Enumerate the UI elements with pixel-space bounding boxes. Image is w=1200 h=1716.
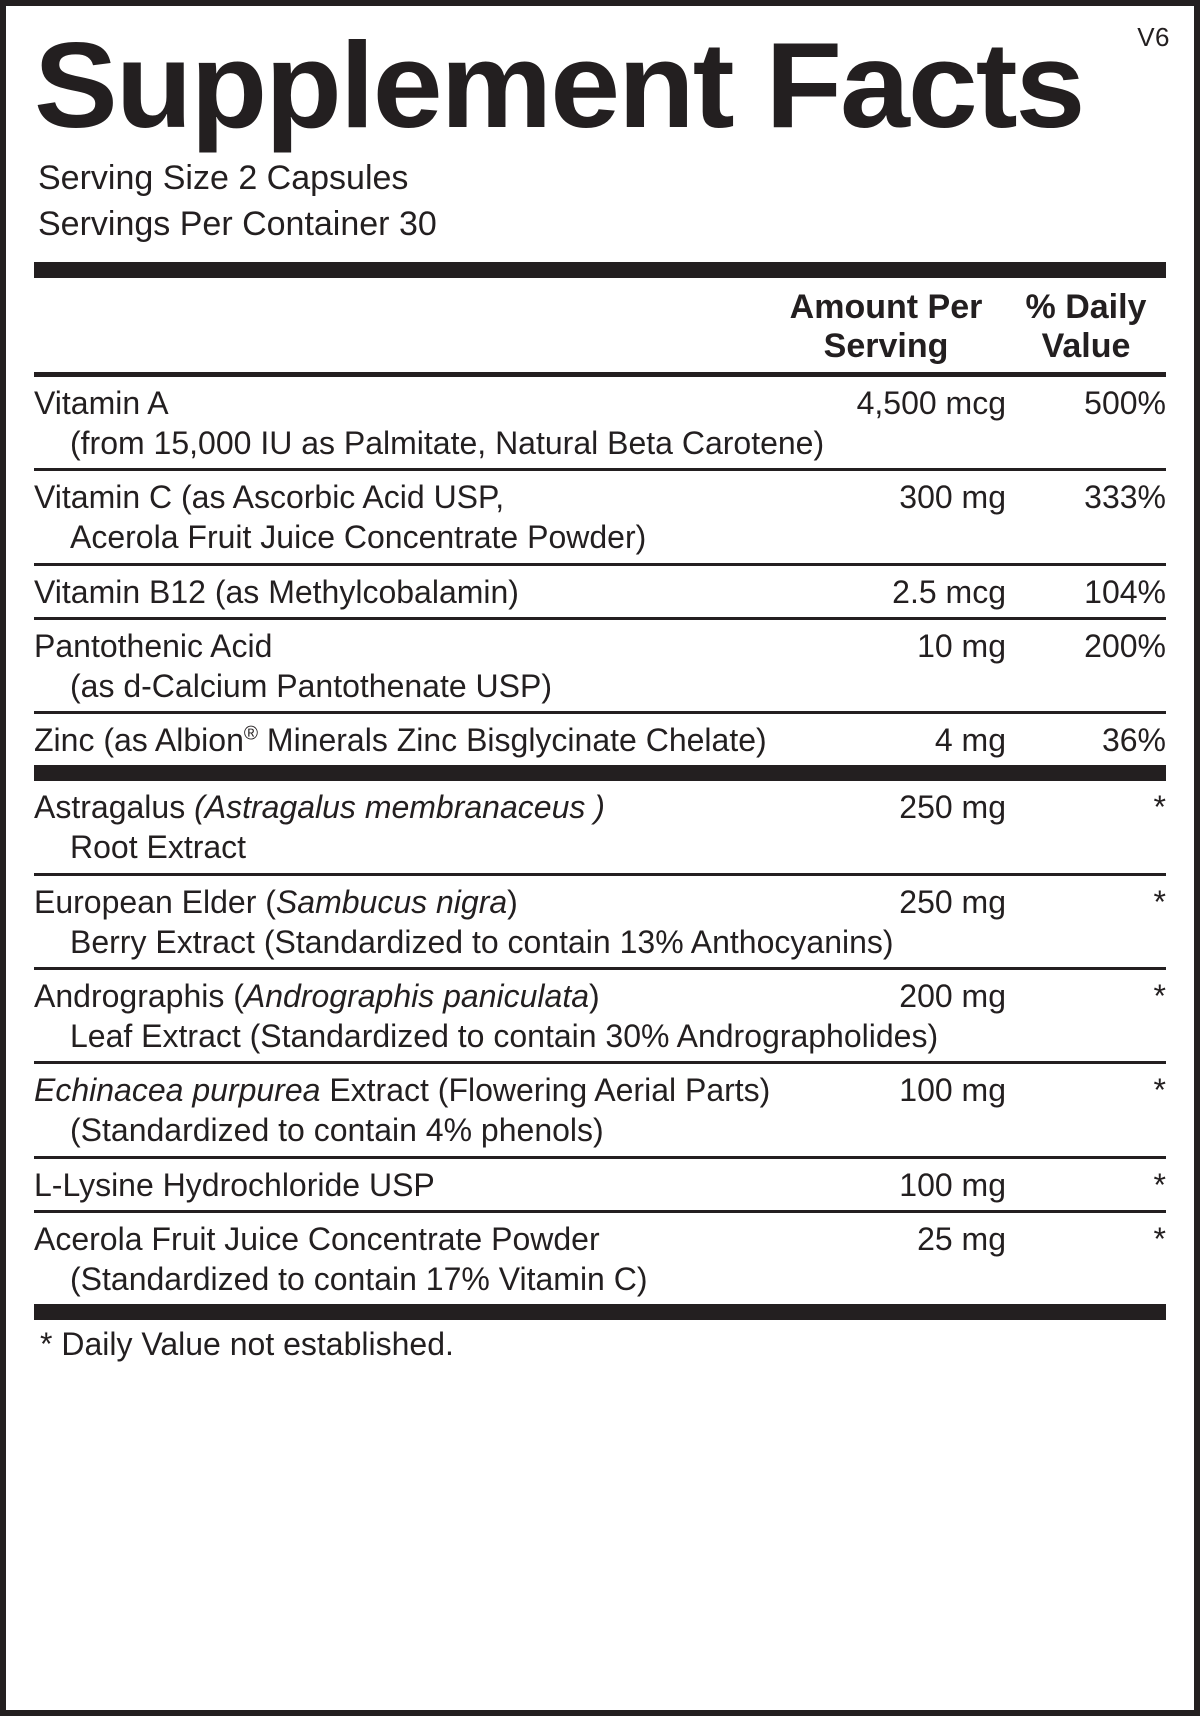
ingredient-name: Astragalus (Astragalus membranaceus )	[34, 789, 836, 826]
ingredient-row: L-Lysine Hydrochloride USP100 mg*	[34, 1159, 1166, 1210]
ingredient-subtext: Leaf Extract (Standardized to contain 30…	[34, 1017, 1166, 1055]
ingredient-row: European Elder (Sambucus nigra)250 mg*Be…	[34, 876, 1166, 967]
ingredient-dv: *	[1036, 978, 1166, 1015]
ingredient-line: Pantothenic Acid10 mg200%	[34, 628, 1166, 665]
ingredient-row: Vitamin A4,500 mcg500%(from 15,000 IU as…	[34, 377, 1166, 468]
ingredient-name: Vitamin B12 (as Methylcobalamin)	[34, 574, 836, 611]
header-amount-l2: Serving	[824, 327, 949, 365]
ingredient-line: Andrographis (Andrographis paniculata)20…	[34, 978, 1166, 1015]
ingredient-dv: 200%	[1036, 628, 1166, 665]
column-headers: Amount Per Serving % Daily Value	[34, 278, 1166, 372]
serving-size: Serving Size 2 Capsules	[38, 156, 1166, 202]
ingredient-name: Zinc (as Albion® Minerals Zinc Bisglycin…	[34, 722, 836, 759]
ingredient-line: L-Lysine Hydrochloride USP100 mg*	[34, 1167, 1166, 1204]
ingredient-amount: 300 mg	[836, 479, 1036, 516]
ingredient-row: Vitamin C (as Ascorbic Acid USP,300 mg33…	[34, 471, 1166, 562]
ingredient-subtext: (Standardized to contain 4% phenols)	[34, 1111, 1166, 1149]
ingredient-line: Vitamin B12 (as Methylcobalamin)2.5 mcg1…	[34, 574, 1166, 611]
ingredient-dv: *	[1036, 1167, 1166, 1204]
ingredient-dv: *	[1036, 884, 1166, 921]
ingredient-row: Acerola Fruit Juice Concentrate Powder25…	[34, 1213, 1166, 1304]
ingredient-line: Vitamin A4,500 mcg500%	[34, 385, 1166, 422]
ingredient-dv: 104%	[1036, 574, 1166, 611]
ingredient-amount: 4 mg	[836, 722, 1036, 759]
ingredient-line: Acerola Fruit Juice Concentrate Powder25…	[34, 1221, 1166, 1258]
ingredient-row: Zinc (as Albion® Minerals Zinc Bisglycin…	[34, 714, 1166, 765]
ingredient-dv: 500%	[1036, 385, 1166, 422]
ingredient-dv: *	[1036, 789, 1166, 826]
divider-bar	[34, 1304, 1166, 1320]
ingredient-amount: 250 mg	[836, 884, 1036, 921]
ingredient-line: Astragalus (Astragalus membranaceus )250…	[34, 789, 1166, 826]
ingredient-amount: 200 mg	[836, 978, 1036, 1015]
ingredient-line: Echinacea purpurea Extract (Flowering Ae…	[34, 1072, 1166, 1109]
ingredient-subtext: Berry Extract (Standardized to contain 1…	[34, 923, 1166, 961]
ingredient-amount: 250 mg	[836, 789, 1036, 826]
ingredient-amount: 100 mg	[836, 1167, 1036, 1204]
serving-info: Serving Size 2 Capsules Servings Per Con…	[38, 156, 1166, 248]
header-spacer	[34, 288, 766, 366]
ingredient-name: Acerola Fruit Juice Concentrate Powder	[34, 1221, 836, 1258]
ingredient-subtext: (from 15,000 IU as Palmitate, Natural Be…	[34, 424, 1166, 462]
ingredient-amount: 100 mg	[836, 1072, 1036, 1109]
ingredient-subtext: Root Extract	[34, 828, 1166, 866]
ingredient-subtext: (as d-Calcium Pantothenate USP)	[34, 667, 1166, 705]
divider-bar	[34, 765, 1166, 781]
header-dv-l1: % Daily	[1026, 288, 1147, 326]
ingredient-row: Astragalus (Astragalus membranaceus )250…	[34, 781, 1166, 872]
ingredient-subtext: Acerola Fruit Juice Concentrate Powder)	[34, 518, 1166, 556]
ingredient-amount: 25 mg	[836, 1221, 1036, 1258]
ingredient-line: European Elder (Sambucus nigra)250 mg*	[34, 884, 1166, 921]
header-amount-l1: Amount Per	[790, 288, 983, 326]
nutrients-section: Vitamin A4,500 mcg500%(from 15,000 IU as…	[34, 377, 1166, 765]
ingredient-name: Pantothenic Acid	[34, 628, 836, 665]
herbals-section: Astragalus (Astragalus membranaceus )250…	[34, 781, 1166, 1304]
header-dv-l2: Value	[1042, 327, 1131, 365]
ingredient-dv: *	[1036, 1221, 1166, 1258]
panel-title: Supplement Facts	[34, 24, 1200, 146]
servings-per-container: Servings Per Container 30	[38, 202, 1166, 248]
ingredient-subtext: (Standardized to contain 17% Vitamin C)	[34, 1260, 1166, 1298]
ingredient-dv: *	[1036, 1072, 1166, 1109]
ingredient-row: Andrographis (Andrographis paniculata)20…	[34, 970, 1166, 1061]
ingredient-amount: 4,500 mcg	[836, 385, 1036, 422]
ingredient-row: Vitamin B12 (as Methylcobalamin)2.5 mcg1…	[34, 566, 1166, 617]
supplement-facts-panel: V6 Supplement Facts Serving Size 2 Capsu…	[0, 0, 1200, 1716]
ingredient-name: Echinacea purpurea Extract (Flowering Ae…	[34, 1072, 836, 1109]
ingredient-line: Vitamin C (as Ascorbic Acid USP,300 mg33…	[34, 479, 1166, 516]
header-amount: Amount Per Serving	[766, 288, 1006, 366]
ingredient-name: Vitamin C (as Ascorbic Acid USP,	[34, 479, 836, 516]
ingredient-name: L-Lysine Hydrochloride USP	[34, 1167, 836, 1204]
header-dv: % Daily Value	[1006, 288, 1166, 366]
ingredient-line: Zinc (as Albion® Minerals Zinc Bisglycin…	[34, 722, 1166, 759]
ingredient-name: Andrographis (Andrographis paniculata)	[34, 978, 836, 1015]
ingredient-amount: 2.5 mcg	[836, 574, 1036, 611]
footnote: * Daily Value not established.	[34, 1320, 1166, 1363]
ingredient-dv: 36%	[1036, 722, 1166, 759]
ingredient-row: Pantothenic Acid10 mg200%(as d-Calcium P…	[34, 620, 1166, 711]
divider-bar	[34, 262, 1166, 278]
ingredient-name: European Elder (Sambucus nigra)	[34, 884, 836, 921]
ingredient-name: Vitamin A	[34, 385, 836, 422]
ingredient-dv: 333%	[1036, 479, 1166, 516]
ingredient-amount: 10 mg	[836, 628, 1036, 665]
ingredient-row: Echinacea purpurea Extract (Flowering Ae…	[34, 1064, 1166, 1155]
